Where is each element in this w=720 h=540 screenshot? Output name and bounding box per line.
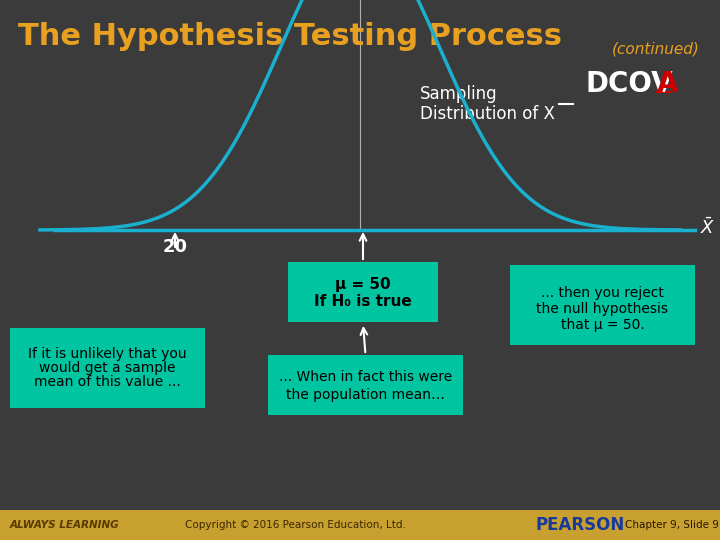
Text: ALWAYS LEARNING: ALWAYS LEARNING bbox=[10, 520, 120, 530]
Text: that μ = 50.: that μ = 50. bbox=[561, 318, 644, 332]
Text: Distribution of X: Distribution of X bbox=[420, 105, 555, 123]
Text: Copyright © 2016 Pearson Education, Ltd.: Copyright © 2016 Pearson Education, Ltd. bbox=[184, 520, 405, 530]
Text: Chapter 9, Slide 9: Chapter 9, Slide 9 bbox=[625, 520, 719, 530]
Text: the population mean…: the population mean… bbox=[286, 388, 445, 402]
Text: If it is unlikely that you: If it is unlikely that you bbox=[28, 347, 186, 361]
Text: would get a sample: would get a sample bbox=[40, 361, 176, 375]
Text: μ = 50: μ = 50 bbox=[336, 276, 391, 292]
Bar bbox=[0, 510, 720, 540]
Text: (continued): (continued) bbox=[612, 42, 700, 57]
Text: PEARSON: PEARSON bbox=[536, 516, 625, 534]
Text: 20: 20 bbox=[163, 238, 187, 256]
Text: ... then you reject: ... then you reject bbox=[541, 286, 664, 300]
Text: Sampling: Sampling bbox=[420, 85, 498, 103]
Text: ... When in fact this were: ... When in fact this were bbox=[279, 370, 452, 384]
Text: The Hypothesis Testing Process: The Hypothesis Testing Process bbox=[18, 22, 562, 51]
Bar bbox=[10, 328, 205, 408]
Text: A: A bbox=[657, 70, 678, 98]
Text: the null hypothesis: the null hypothesis bbox=[536, 302, 668, 316]
Text: DCOV: DCOV bbox=[585, 70, 672, 98]
Bar bbox=[288, 262, 438, 322]
Text: mean of this value ...: mean of this value ... bbox=[34, 375, 181, 389]
Text: $\bar{X}$: $\bar{X}$ bbox=[701, 218, 716, 238]
Text: If H₀ is true: If H₀ is true bbox=[314, 294, 412, 309]
Bar bbox=[268, 355, 463, 415]
Bar bbox=[510, 265, 695, 345]
